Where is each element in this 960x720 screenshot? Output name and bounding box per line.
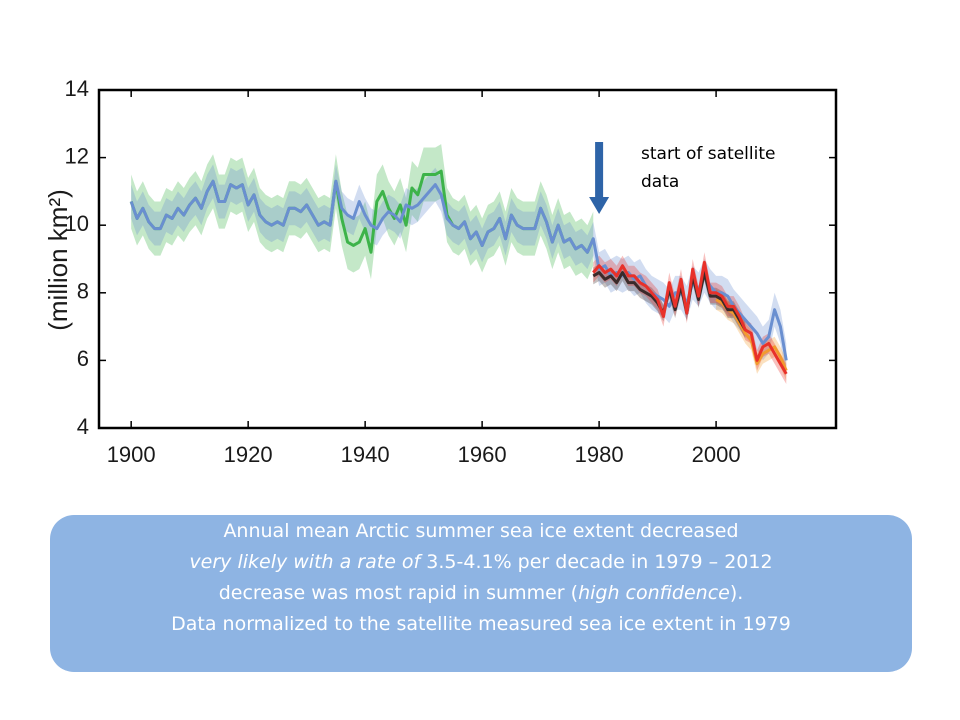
caption-box: [50, 515, 912, 672]
y-tick-label: 8: [77, 279, 89, 304]
caption-line: Data normalized to the satellite measure…: [171, 613, 791, 635]
x-tick-label: 1980: [575, 442, 624, 467]
y-axis-label: (million km²): [43, 189, 73, 331]
caption-run: very likely with a rate of: [189, 551, 426, 573]
uncertainty-band: [131, 164, 787, 378]
y-tick-label: 6: [77, 346, 89, 371]
y-tick-label: 4: [77, 414, 89, 439]
annotation-arrowhead: [589, 197, 610, 214]
y-tick-label: 12: [65, 143, 89, 168]
caption-run: Annual mean Arctic summer sea ice extent…: [223, 520, 738, 542]
annotation-text: data: [641, 172, 679, 192]
caption-line: Annual mean Arctic summer sea ice extent…: [223, 520, 738, 542]
annotation-text: start of satellite: [641, 144, 775, 164]
series-line: [592, 260, 788, 375]
x-tick-label: 1920: [224, 442, 273, 467]
x-tick-label: 1940: [341, 442, 390, 467]
caption-run: ).: [730, 582, 743, 604]
caption-line: decrease was most rapid in summer (high …: [219, 582, 744, 604]
x-tick-label: 1960: [458, 442, 507, 467]
y-tick-label: 14: [65, 76, 89, 101]
plot-frame: [97, 88, 838, 430]
caption-run: high confidence: [578, 582, 730, 604]
x-tick-label: 1900: [107, 442, 156, 467]
x-tick-label: 2000: [692, 442, 741, 467]
caption-line: very likely with a rate of 3.5-4.1% per …: [189, 551, 772, 573]
annotation-arrow: [595, 142, 604, 198]
caption-run: 3.5-4.1% per decade in 1979 – 2012: [426, 551, 772, 573]
caption-run: decrease was most rapid in summer (: [219, 582, 578, 604]
caption-run: Data normalized to the satellite measure…: [171, 613, 791, 635]
y-tick-label: 10: [65, 211, 89, 236]
